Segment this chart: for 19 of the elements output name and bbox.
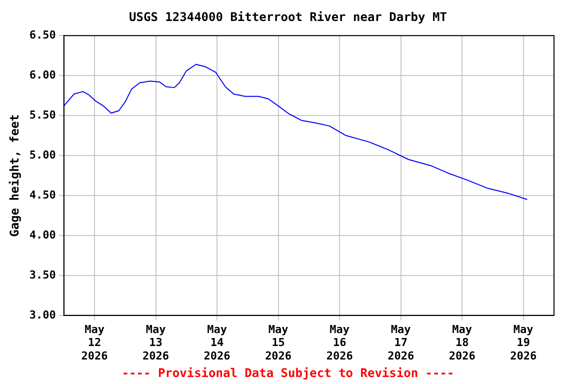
chart-title: USGS 12344000 Bitterroot River near Darby MT xyxy=(128,10,448,24)
y-tick-label: 5.50 xyxy=(29,108,56,122)
x-tick-label: May 14 2026 xyxy=(204,322,231,362)
x-tick-label: May 13 2026 xyxy=(142,322,170,362)
y-tick-label: 4.00 xyxy=(29,228,56,242)
x-tick-label: May 17 2026 xyxy=(388,322,414,362)
y-tick-label: 5.00 xyxy=(29,148,56,162)
x-tick-label: May 19 2026 xyxy=(510,322,537,362)
y-tick-label: 6.00 xyxy=(29,68,56,82)
y-axis-title: Gage height, feet xyxy=(7,114,22,237)
x-tick-label: May 18 2026 xyxy=(448,322,476,362)
text: ---- Provisional Data Subject to Revision ---- xyxy=(120,366,456,380)
x-tick-label: May 15 2026 xyxy=(265,322,292,362)
y-tick-label: 6.50 xyxy=(29,28,56,42)
x-tick-label: May 16 2026 xyxy=(326,322,354,362)
y-tick-label: 3.00 xyxy=(29,308,56,322)
x-tick-label: May 12 2026 xyxy=(81,322,108,362)
y-tick-label: 4.50 xyxy=(29,188,56,202)
y-tick-label: 3.50 xyxy=(29,268,56,282)
